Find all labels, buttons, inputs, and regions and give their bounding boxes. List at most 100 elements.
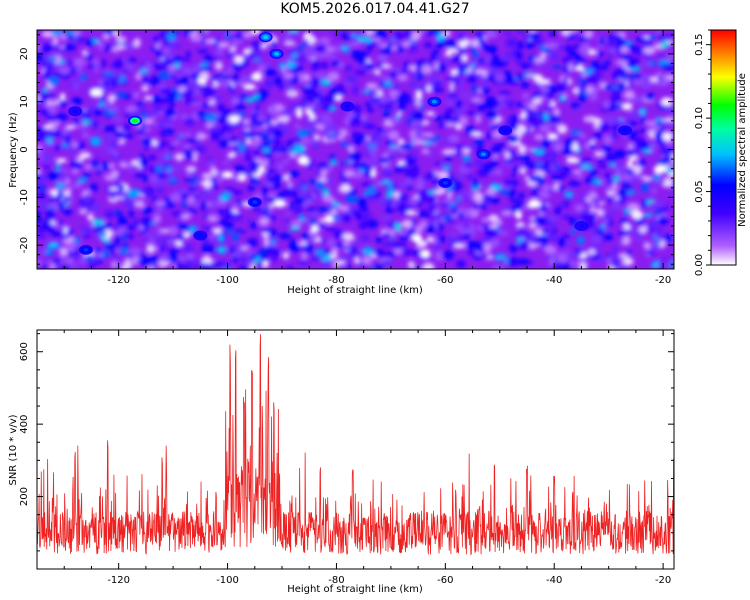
heatmap-cell <box>367 166 373 173</box>
heatmap-cell <box>456 207 469 214</box>
heatmap-cell <box>319 113 331 121</box>
heatmap-cell <box>549 30 557 37</box>
heatmap-cell <box>431 135 441 143</box>
heatmap-cell <box>330 209 338 215</box>
heatmap-cell <box>378 157 390 164</box>
heatmap-cell <box>628 135 637 141</box>
y-tick-label: 200 <box>19 487 30 506</box>
heatmap-cell <box>458 190 467 198</box>
heatmap-cell <box>38 200 47 210</box>
heatmap-cell <box>389 71 398 78</box>
heatmap-cell <box>365 30 375 35</box>
heatmap-cell <box>419 220 428 229</box>
heatmap-cell <box>129 247 142 257</box>
heatmap-cell <box>55 49 66 55</box>
heatmap-cell <box>495 254 508 259</box>
heatmap-cell <box>264 170 274 175</box>
heatmap-cell <box>296 108 303 119</box>
heatmap-cell <box>165 166 173 172</box>
heatmap-cell <box>443 111 450 121</box>
heatmap-cell <box>475 114 482 124</box>
heatmap-cell <box>408 154 420 159</box>
heatmap-cell <box>419 98 430 103</box>
heatmap-cell <box>495 259 505 264</box>
heatmap-cell <box>320 169 327 179</box>
heatmap-cell <box>647 126 661 131</box>
heatmap-cell <box>528 73 534 80</box>
heatmap-cell <box>590 254 602 260</box>
heatmap-cell <box>368 147 378 157</box>
heatmap-cell <box>131 218 140 229</box>
heatmap-cell <box>68 59 75 66</box>
heatmap-cell <box>71 141 79 149</box>
heatmap-cell <box>115 235 121 242</box>
heatmap-cell <box>217 246 227 254</box>
heatmap-cell <box>455 100 463 109</box>
heatmap-cell <box>244 154 252 162</box>
heatmap-cell <box>165 154 173 159</box>
heatmap-cell <box>231 203 240 208</box>
heatmap-cell <box>296 129 309 139</box>
heatmap-cell <box>628 155 638 162</box>
heatmap-cell <box>282 126 291 135</box>
heatmap-cell <box>619 75 629 81</box>
heatmap-cell <box>374 181 380 187</box>
heatmap-cell <box>605 115 614 125</box>
heatmap-cell <box>232 61 242 72</box>
heatmap-cell <box>65 257 74 265</box>
heatmap-cell <box>210 76 221 82</box>
heatmap-cell <box>623 208 632 215</box>
heatmap-cell <box>237 265 247 269</box>
heatmap-cell <box>472 178 479 189</box>
heatmap-cell <box>381 233 392 238</box>
heatmap-cell <box>516 73 524 81</box>
heatmap-cell <box>621 180 631 188</box>
heatmap-cell <box>597 50 604 58</box>
heatmap-cell <box>289 153 298 159</box>
heatmap-cell <box>231 252 242 257</box>
heatmap-cell <box>492 30 499 34</box>
heatmap-cell <box>269 213 276 222</box>
heatmap-cell <box>80 73 88 81</box>
heatmap-cell <box>264 78 275 89</box>
heatmap-cell <box>470 98 484 103</box>
heatmap-cell <box>63 190 71 197</box>
heatmap-cell <box>105 102 115 108</box>
heatmap-cell <box>174 261 186 269</box>
heatmap-cell <box>391 98 397 104</box>
heatmap-cell <box>82 172 91 179</box>
heatmap-cell <box>655 229 664 239</box>
heatmap-cell <box>316 180 325 191</box>
heatmap-cell <box>102 33 111 40</box>
heatmap-cell <box>200 66 214 71</box>
heatmap-cell <box>246 138 252 145</box>
heatmap-cell <box>361 182 373 187</box>
heatmap-cell <box>419 103 425 111</box>
heatmap-cell <box>166 40 179 50</box>
heatmap-cell <box>251 71 263 82</box>
heatmap-cell <box>257 143 263 150</box>
heatmap-cell <box>158 259 166 269</box>
heatmap-cell <box>227 152 236 158</box>
heatmap-cell <box>353 238 361 247</box>
heatmap-cell <box>75 32 82 42</box>
heatmap-cell <box>266 176 279 184</box>
heatmap-cell <box>421 132 435 137</box>
heatmap-cell <box>126 233 135 240</box>
heatmap-cell <box>453 73 466 80</box>
heatmap-cell <box>116 127 122 132</box>
heatmap-cell <box>261 253 268 261</box>
heatmap-cell <box>663 234 674 243</box>
heatmap-cell <box>81 124 88 133</box>
heatmap-cell <box>179 113 190 120</box>
heatmap-cell <box>305 109 313 116</box>
heatmap-cell <box>553 143 564 152</box>
heatmap-cell <box>178 93 186 98</box>
heatmap-cell <box>95 248 102 254</box>
heatmap-cell <box>73 236 80 245</box>
heatmap-cell <box>225 229 233 234</box>
heatmap-cell <box>119 139 125 145</box>
heatmap-cell <box>340 184 352 192</box>
heatmap-cell <box>204 54 213 63</box>
heatmap-cell <box>42 165 51 170</box>
